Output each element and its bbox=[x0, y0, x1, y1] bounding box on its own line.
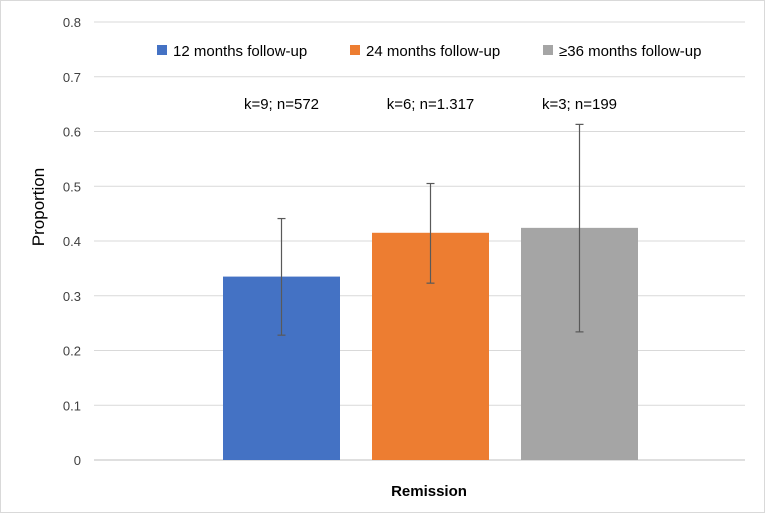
error-bars bbox=[277, 123, 584, 336]
y-tick-label: 0.1 bbox=[63, 398, 81, 413]
y-tick-label: 0.5 bbox=[63, 179, 81, 194]
y-tick-labels: 0 0.1 0.2 0.3 0.4 0.5 0.6 0.7 0.8 bbox=[63, 15, 81, 468]
bar-annotation: k=3; n=199 bbox=[542, 96, 617, 113]
bar-annotation: k=6; n=1.317 bbox=[387, 96, 475, 113]
y-tick-label: 0 bbox=[74, 453, 81, 468]
legend-swatch bbox=[157, 45, 167, 55]
y-tick-label: 0.3 bbox=[63, 289, 81, 304]
bar-annotation: k=9; n=572 bbox=[244, 96, 319, 113]
legend: 12 months follow-up 24 months follow-up ≥3… bbox=[157, 43, 701, 60]
legend-label: 12 months follow-up bbox=[173, 43, 307, 60]
y-tick-label: 0.7 bbox=[63, 70, 81, 85]
legend-label: 24 months follow-up bbox=[366, 43, 500, 60]
legend-swatch bbox=[543, 45, 553, 55]
y-tick-label: 0.8 bbox=[63, 15, 81, 30]
y-axis-title: Proportion bbox=[29, 168, 48, 246]
y-tick-label: 0.2 bbox=[63, 344, 81, 359]
y-tick-label: 0.4 bbox=[63, 234, 81, 249]
legend-label: ≥36 months follow-up bbox=[559, 43, 701, 60]
x-axis-category-label: Remission bbox=[391, 483, 467, 500]
y-tick-label: 0.6 bbox=[63, 125, 81, 140]
bar-annotations: k=9; n=572 k=6; n=1.317 k=3; n=199 bbox=[244, 96, 617, 113]
legend-swatch bbox=[350, 45, 360, 55]
